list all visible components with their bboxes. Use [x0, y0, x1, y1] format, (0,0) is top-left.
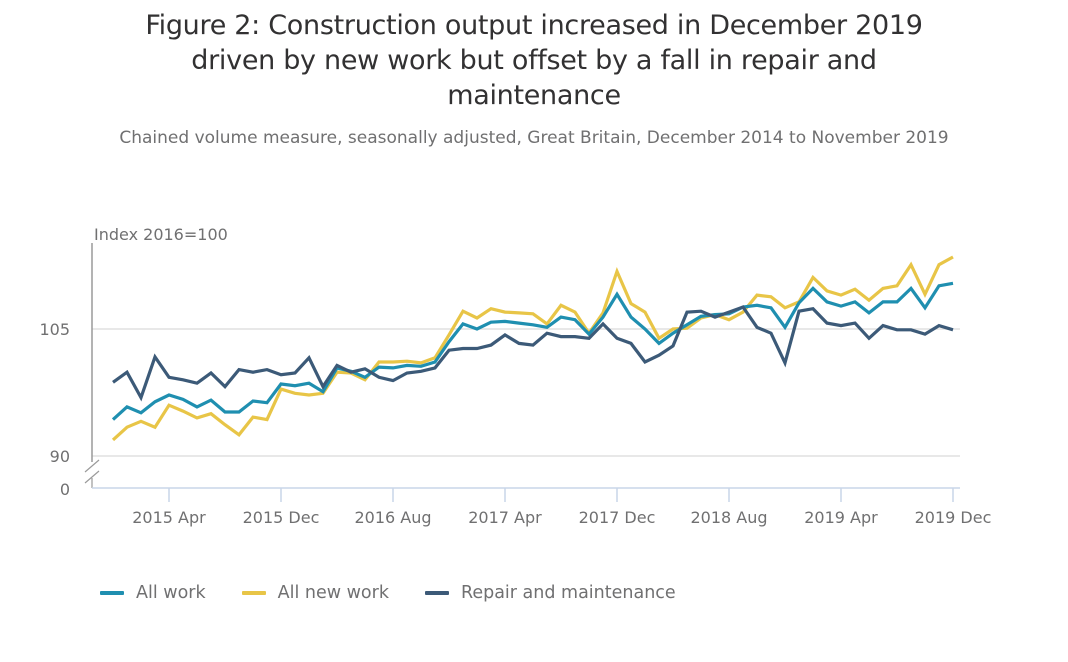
legend: All work All new work Repair and mainten…	[100, 583, 712, 603]
legend-label: Repair and maintenance	[460, 583, 676, 603]
chart-title-text: Figure 2: Construction output increased …	[145, 10, 923, 111]
x-tick-label: 2017 Apr	[468, 508, 542, 527]
legend-item-all-work[interactable]: All work	[100, 583, 206, 603]
axis-break-mark	[84, 459, 100, 473]
series-lines	[111, 255, 954, 442]
x-tick-label: 2016 Aug	[354, 508, 431, 527]
legend-item-all-new-work[interactable]: All new work	[241, 583, 389, 603]
axes	[84, 243, 960, 489]
x-tick-label: 2015 Apr	[132, 508, 206, 527]
legend-label: All new work	[277, 583, 389, 603]
y-axis-ticks: 90 105 0	[39, 320, 70, 499]
x-tick-label: 2019 Dec	[915, 508, 992, 527]
chart-title: Figure 2: Construction output increased …	[0, 8, 1068, 113]
y-tick-label: 90	[50, 447, 70, 466]
x-tick-label: 2015 Dec	[243, 508, 320, 527]
series-line-repair-and-maintenance	[112, 305, 954, 402]
series-line-all-work	[111, 281, 954, 421]
series-line-all-new-work	[111, 255, 954, 442]
chart-subtitle-text: Chained volume measure, seasonally adjus…	[119, 128, 949, 148]
x-tick-label: 2017 Dec	[579, 508, 656, 527]
legend-label: All work	[136, 583, 206, 603]
legend-swatch-repair-and-maintenance	[424, 591, 449, 595]
legend-swatch-all-work	[100, 591, 124, 595]
gridlines	[92, 328, 960, 457]
chart-subtitle: Chained volume measure, seasonally adjus…	[0, 126, 1068, 151]
y-tick-label: 105	[39, 320, 70, 339]
legend-swatch-all-new-work	[241, 591, 266, 595]
axis-break-mark	[84, 470, 100, 484]
y-tick-label-zero: 0	[60, 480, 70, 499]
y-axis-title: Index 2016=100	[94, 225, 228, 244]
x-tick-label: 2018 Aug	[690, 508, 767, 527]
x-axis-ticks: 2015 Apr 2015 Dec 2016 Aug 2017 Apr 2017 Dec…	[132, 488, 991, 527]
x-tick-label: 2019 Apr	[804, 508, 878, 527]
legend-item-repair-and-maintenance[interactable]: Repair and maintenance	[424, 583, 676, 603]
